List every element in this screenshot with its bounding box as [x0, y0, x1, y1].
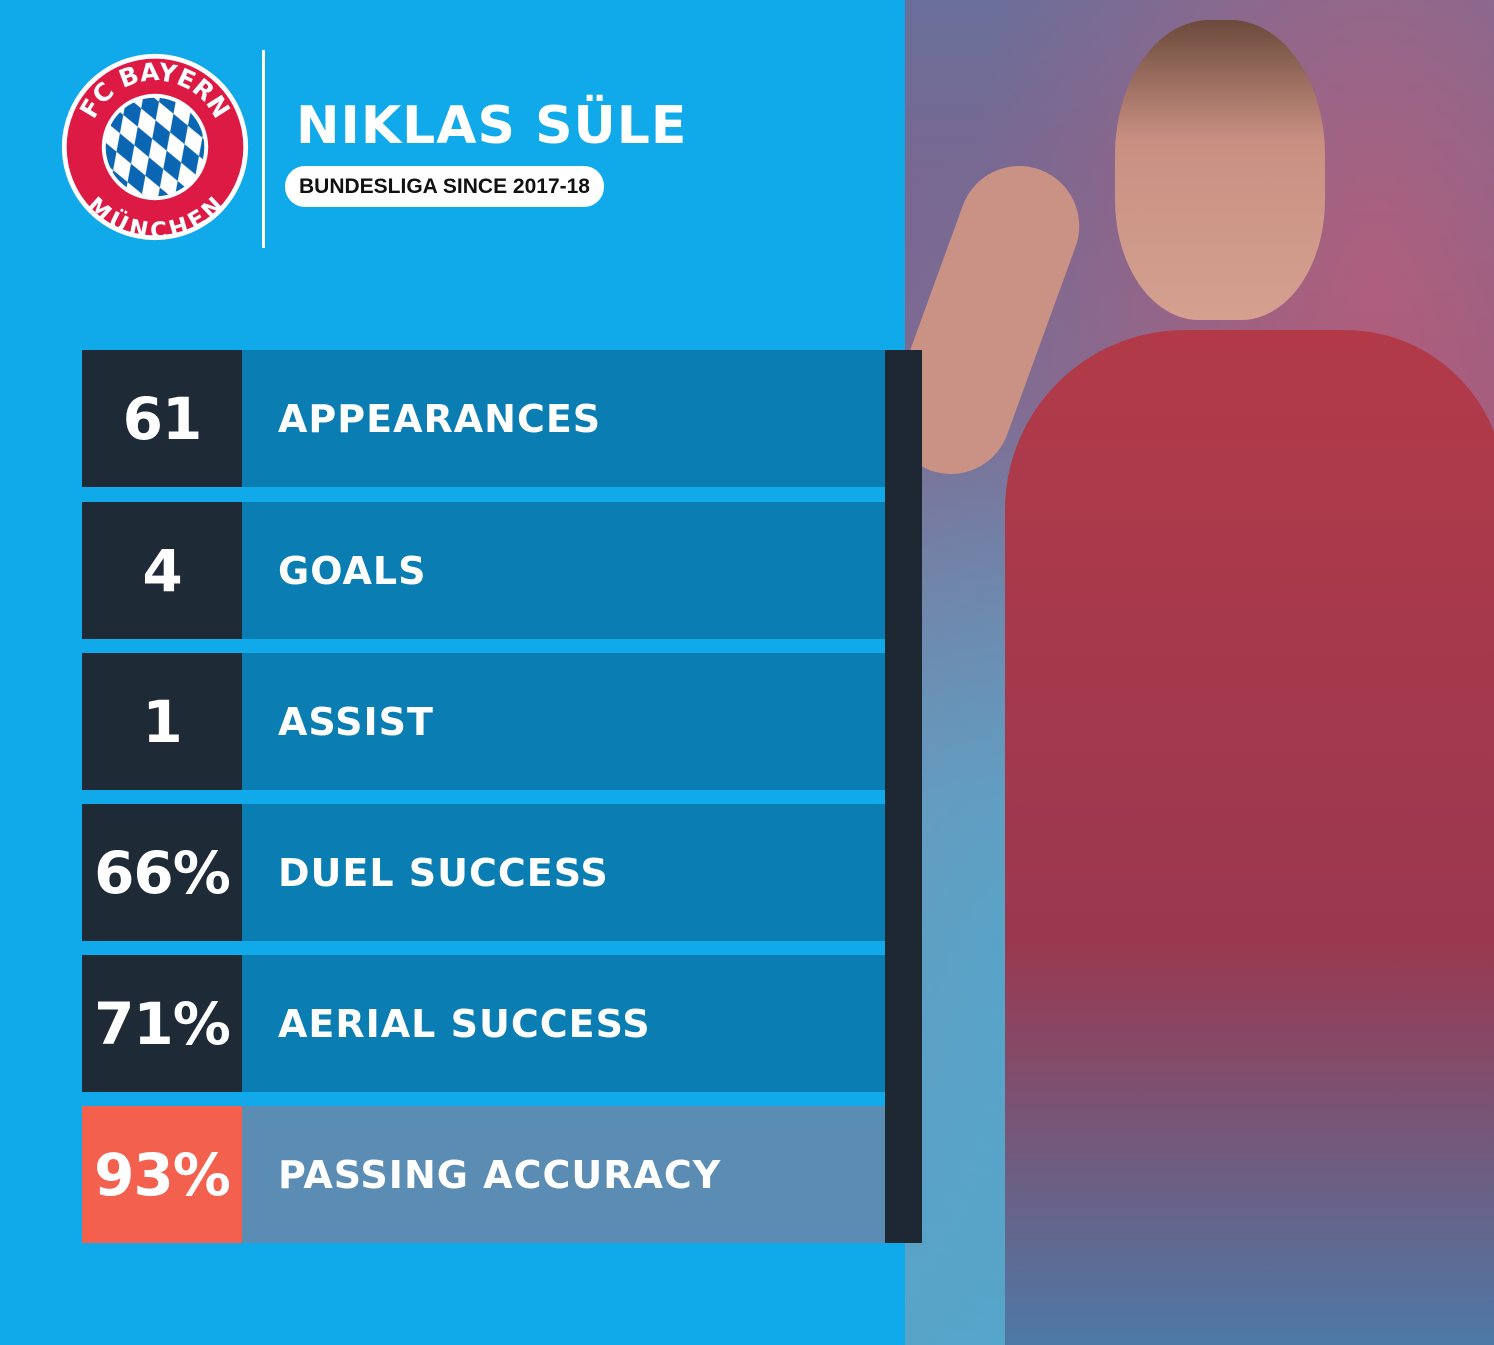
stat-row-assist: 1 ASSIST: [82, 653, 885, 790]
stat-value: 93%: [82, 1106, 242, 1243]
stat-label: DUEL SUCCESS: [242, 804, 885, 941]
header-divider: [262, 50, 265, 248]
player-name: NIKLAS SÜLE: [296, 96, 688, 156]
stat-value: 61: [82, 350, 242, 487]
stat-label: APPEARANCES: [242, 350, 885, 487]
stat-label: ASSIST: [242, 653, 885, 790]
stat-label: AERIAL SUCCESS: [242, 955, 885, 1092]
stat-value: 66%: [82, 804, 242, 941]
stat-value: 1: [82, 653, 242, 790]
stat-label: PASSING ACCURACY: [242, 1106, 885, 1243]
stat-row-goals: 4 GOALS: [82, 502, 885, 639]
subtitle-badge: BUNDESLIGA SINCE 2017-18: [285, 166, 604, 207]
stats-end-bar: [885, 350, 922, 1243]
player-photo: [905, 0, 1494, 1345]
fc-bayern-logo: FC BAYERN MÜNCHEN: [61, 53, 249, 242]
stat-row-appearances: 61 APPEARANCES: [82, 350, 885, 487]
stat-value: 4: [82, 502, 242, 639]
stat-row-aerial-success: 71% AERIAL SUCCESS: [82, 955, 885, 1092]
stat-row-passing-accuracy: 93% PASSING ACCURACY: [82, 1106, 885, 1243]
stat-label: GOALS: [242, 502, 885, 639]
stat-value: 71%: [82, 955, 242, 1092]
stat-row-duel-success: 66% DUEL SUCCESS: [82, 804, 885, 941]
